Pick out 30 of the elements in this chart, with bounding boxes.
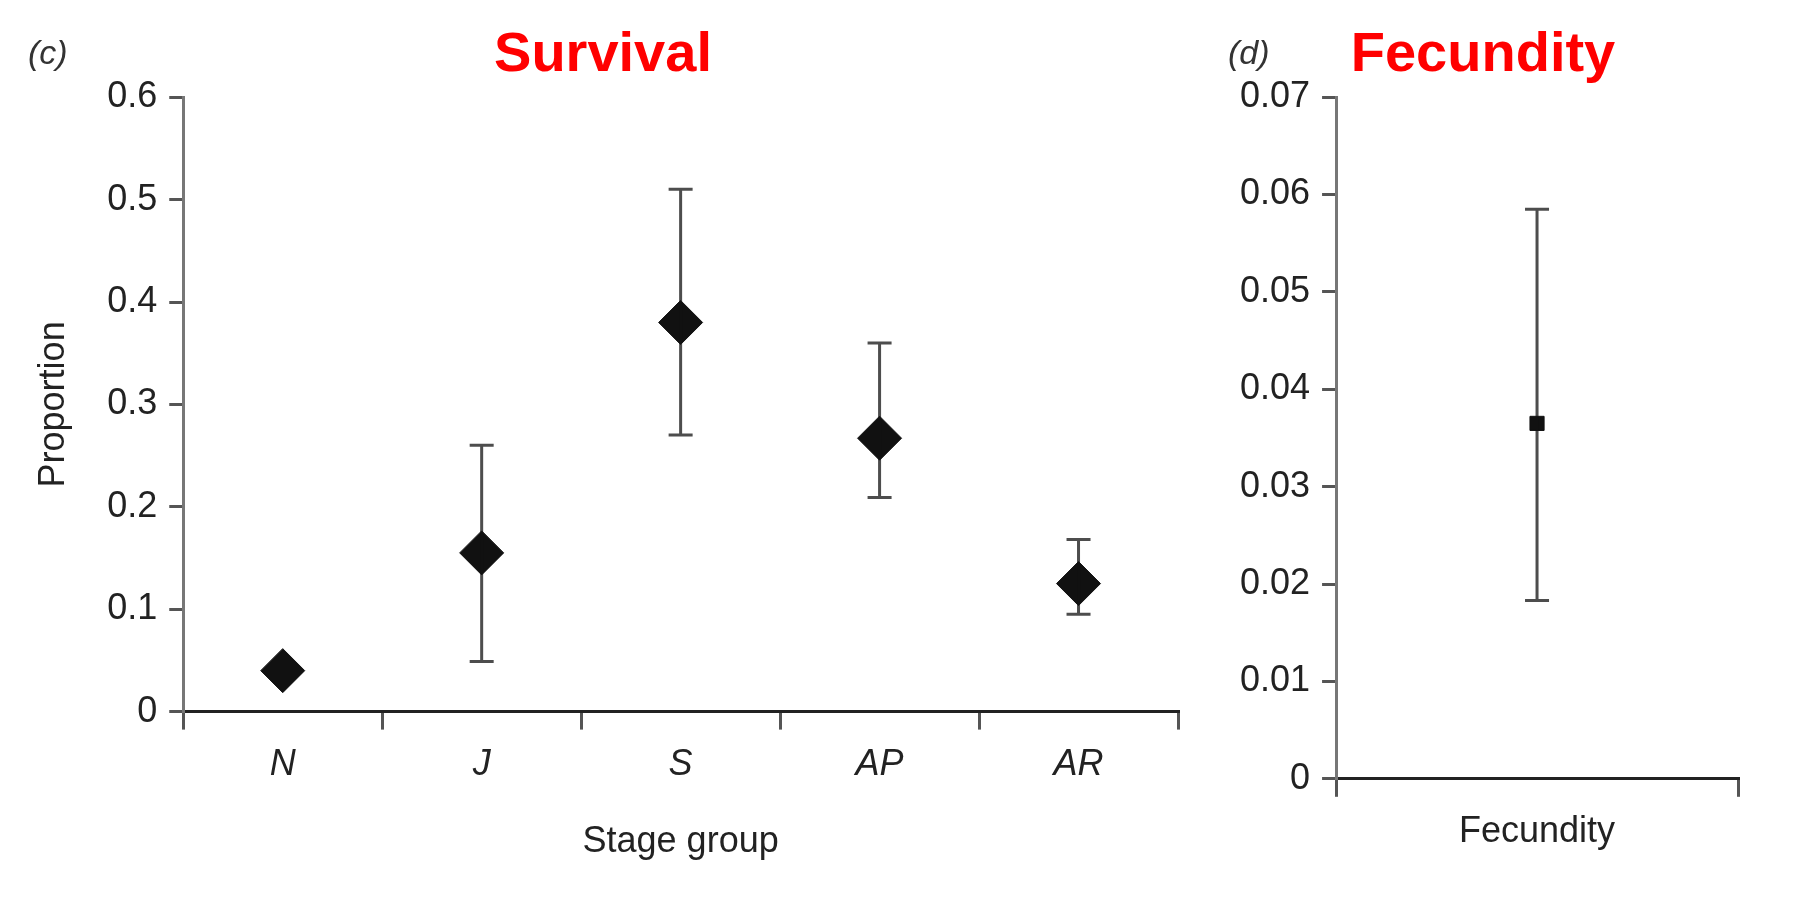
chart-title: Survival [494,20,712,84]
x-tick-label: AP [853,742,904,784]
y-tick-label: 0.2 [107,483,158,525]
y-tick-label: 0.4 [107,278,158,320]
y-tick-label: 0.06 [1239,171,1311,213]
text: (c) [28,33,68,72]
x-tick-label: S [668,742,693,784]
point [260,648,306,694]
point [857,415,903,461]
y-tick-label: 0.01 [1239,658,1311,700]
x-tick-label: J [471,742,492,784]
y-tick-label: 0.3 [107,381,158,423]
y-tick-label: 0.1 [107,586,158,628]
y-tick-label: 0 [1290,755,1311,797]
x-tick-label: N [269,742,297,784]
y-tick-label: 0 [137,688,158,730]
text: Fecundity [1458,809,1616,851]
y-tick-label: 0.5 [107,176,158,218]
point [459,530,505,576]
y-tick-label: 0.05 [1239,268,1311,310]
y-tick-label: 0.07 [1239,74,1311,116]
x-tick-label: AR [1051,742,1104,784]
y-tick-label: 0.04 [1239,366,1311,408]
text: (d) [1228,33,1270,72]
y-axis-title: Proportion [30,321,72,488]
point [658,299,704,345]
y-tick-label: 0.03 [1239,463,1311,505]
y-tick-label: 0.6 [107,74,158,116]
x-axis-title: Stage group [582,819,779,861]
y-tick-label: 0.02 [1239,560,1311,602]
